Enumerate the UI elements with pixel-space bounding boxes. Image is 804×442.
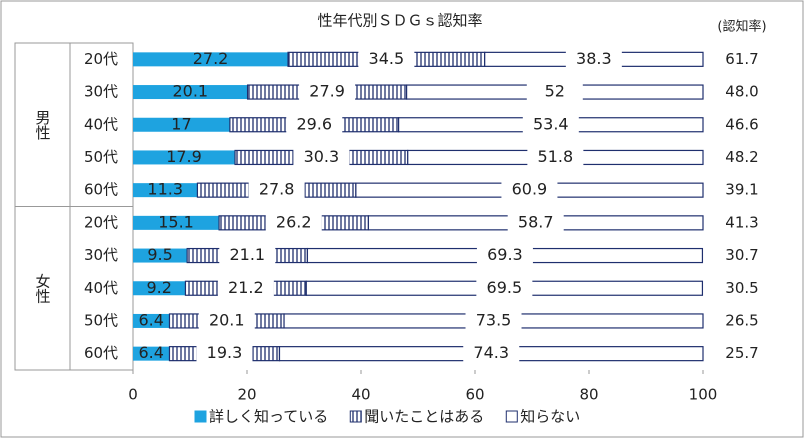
data-label: 6.4: [139, 343, 164, 362]
bar-segment: [133, 281, 186, 296]
data-label: 53.4: [533, 114, 569, 133]
data-label: 52: [545, 82, 565, 101]
x-tick-label: 60: [465, 386, 484, 404]
label-bg: [501, 181, 558, 200]
y-tick-label: 40代: [84, 279, 118, 297]
rate-label: 25.7: [725, 344, 758, 362]
legend-swatch: [505, 410, 518, 423]
y-tick-label: 40代: [84, 115, 118, 133]
bar-segment: [133, 346, 170, 361]
chart-title: 性年代別ＳＤＧｓ認知率: [317, 12, 482, 30]
rate-label: 41.3: [725, 213, 758, 231]
data-label: 26.2: [276, 212, 312, 231]
label-bg: [265, 213, 322, 232]
rate-label: 48.2: [725, 148, 758, 166]
data-label: 58.7: [518, 212, 554, 231]
data-label: 19.3: [207, 343, 243, 362]
x-tick-label: 40: [351, 386, 370, 404]
data-label: 73.5: [476, 310, 512, 329]
data-label: 34.5: [369, 49, 405, 68]
data-label: 27.8: [259, 180, 295, 199]
bar-segment: [133, 52, 289, 67]
label-bg: [293, 148, 350, 167]
bar-segment: [133, 85, 248, 100]
data-label: 20.1: [209, 310, 245, 329]
bar-segment: [133, 150, 236, 165]
label-bg: [526, 83, 583, 102]
rate-label: 48.0: [725, 83, 758, 101]
data-label: 9.2: [146, 278, 171, 297]
data-label: 9.5: [147, 245, 172, 264]
data-label: 74.3: [473, 343, 509, 362]
label-bg: [217, 279, 274, 298]
label-bg: [196, 344, 253, 363]
y-tick-label: 30代: [84, 83, 118, 101]
label-bg: [358, 50, 415, 69]
label-bg: [476, 246, 533, 265]
group-label: 男性: [34, 110, 52, 140]
label-bg: [565, 50, 622, 69]
data-label: 60.9: [512, 180, 548, 199]
data-label: 27.2: [193, 49, 229, 68]
data-label: 17.9: [166, 147, 202, 166]
y-tick-label: 50代: [84, 148, 118, 166]
legend-label: 知らない: [520, 408, 580, 426]
x-tick-label: 0: [128, 386, 138, 404]
data-label: 69.5: [487, 278, 523, 297]
data-label: 27.9: [309, 82, 345, 101]
rate-label: 26.5: [725, 311, 758, 329]
bar-segment: [133, 117, 230, 132]
bar-segment: [133, 183, 198, 198]
data-label: 17: [171, 114, 191, 133]
x-tick-label: 100: [689, 386, 718, 404]
x-tick-label: 80: [579, 386, 598, 404]
label-bg: [198, 311, 255, 330]
rate-label: 30.7: [725, 246, 758, 264]
rate-header: (認知率): [717, 19, 766, 35]
label-bg: [463, 344, 520, 363]
y-tick-label: 60代: [84, 181, 118, 199]
y-tick-label: 50代: [84, 311, 118, 329]
label-bg: [299, 83, 356, 102]
y-tick-label: 30代: [84, 246, 118, 264]
data-label: 51.8: [538, 147, 574, 166]
data-label: 29.6: [296, 114, 332, 133]
label-bg: [465, 311, 522, 330]
legend-swatch: [194, 410, 207, 423]
label-bg: [286, 115, 343, 134]
y-tick-label: 20代: [84, 50, 118, 68]
rate-label: 39.1: [725, 181, 758, 199]
legend-swatch: [349, 410, 362, 423]
rate-label: 61.7: [725, 50, 758, 68]
group-label: 女性: [34, 272, 52, 303]
data-label: 20.1: [172, 82, 208, 101]
y-tick-label: 20代: [84, 213, 118, 231]
data-label: 21.1: [229, 245, 265, 264]
legend-label: 詳しく知っている: [209, 408, 328, 426]
data-label: 21.2: [228, 278, 264, 297]
legend-label: 聞いたことはある: [364, 408, 484, 426]
rate-label: 30.5: [725, 279, 758, 297]
label-bg: [219, 246, 276, 265]
label-bg: [476, 279, 533, 298]
data-label: 30.3: [304, 147, 340, 166]
bar-segment: [133, 313, 170, 328]
bar-segment: [133, 215, 220, 230]
label-bg: [248, 181, 305, 200]
data-label: 6.4: [139, 310, 164, 329]
bar-segment: [133, 248, 188, 263]
label-bg: [507, 213, 564, 232]
rate-label: 46.6: [725, 115, 758, 133]
y-tick-label: 60代: [84, 344, 118, 362]
label-bg: [527, 148, 584, 167]
data-label: 15.1: [158, 212, 194, 231]
label-bg: [522, 115, 579, 134]
data-label: 38.3: [576, 49, 612, 68]
data-label: 11.3: [147, 180, 183, 199]
data-label: 69.3: [487, 245, 523, 264]
x-tick-label: 20: [237, 386, 256, 404]
